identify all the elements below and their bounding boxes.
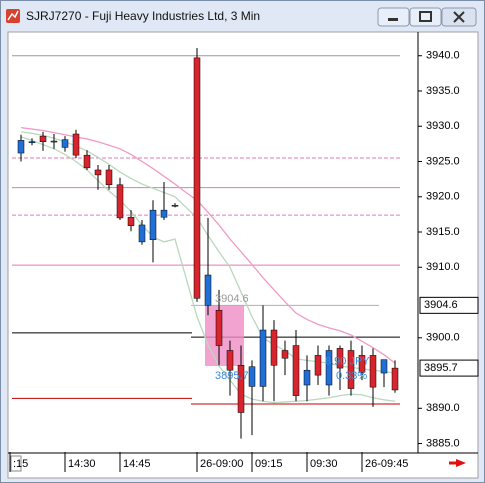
candle-body	[39, 135, 47, 143]
annotation: 0.33%	[336, 370, 367, 382]
scroll-right-arrow[interactable]	[449, 459, 466, 467]
app-icon-glyph	[7, 10, 19, 21]
y-tick-label: 3885.0	[426, 437, 460, 449]
candle-body	[281, 350, 289, 359]
candle-body	[292, 345, 300, 396]
candle-body	[369, 355, 377, 388]
candle-body	[391, 367, 399, 391]
x-tick-label: 14:30	[68, 458, 96, 470]
candle-body	[28, 141, 36, 144]
x-tick-label: :15	[13, 458, 28, 470]
candle-body	[50, 140, 58, 143]
price-marker-label: 3895.7	[424, 362, 458, 374]
candle-body	[380, 359, 388, 374]
annotation: 3895.7	[215, 370, 249, 382]
candle-body	[215, 310, 223, 346]
candle-body	[204, 274, 212, 306]
candle-body	[127, 216, 135, 226]
y-tick-label: 3910.0	[426, 261, 460, 273]
y-tick-label: 3930.0	[426, 120, 460, 132]
candle-body	[105, 169, 113, 186]
maximize-button[interactable]	[409, 7, 442, 27]
indicator-line	[20, 127, 396, 364]
y-tick-label: 3940.0	[426, 50, 460, 62]
close-button[interactable]	[441, 7, 477, 27]
candle-body	[259, 329, 267, 387]
annotation: 8.90 JPY	[325, 356, 370, 368]
candle-body	[248, 366, 256, 387]
candle-body	[303, 369, 311, 386]
candle-body	[314, 355, 322, 376]
candle-body	[193, 57, 201, 299]
x-tick-label: 14:45	[123, 458, 151, 470]
price-marker-label: 3904.6	[424, 299, 458, 311]
x-tick-label: 09:30	[310, 458, 338, 470]
candle-body	[336, 348, 344, 369]
candle-body	[226, 350, 234, 371]
scroll-box[interactable]	[10, 455, 22, 472]
price-marker-box	[419, 296, 479, 314]
y-tick-label: 3925.0	[426, 155, 460, 167]
candle-body	[116, 184, 124, 219]
candle-body	[325, 350, 333, 386]
candle-body	[358, 355, 366, 373]
y-tick-label: 3900.0	[426, 332, 460, 344]
candle-body	[347, 350, 355, 389]
candle-body	[72, 133, 80, 156]
candle-body	[149, 209, 157, 241]
x-tick-label: 26-09:45	[365, 458, 408, 470]
annotation: 3904.6	[215, 293, 249, 305]
indicator-line	[20, 136, 396, 404]
candle-body	[61, 139, 69, 148]
y-tick-label: 3920.0	[426, 191, 460, 203]
minimize-button[interactable]	[377, 7, 410, 27]
candle-body	[160, 209, 168, 218]
candle-body	[83, 154, 91, 169]
candle-body	[17, 140, 25, 154]
y-tick-label: 3935.0	[426, 85, 460, 97]
candle-body	[237, 365, 245, 413]
candle-body	[270, 329, 278, 366]
x-tick-label: 26-09:00	[200, 458, 243, 470]
candle-body	[171, 204, 179, 207]
candle-body	[94, 169, 102, 176]
price-marker-box	[419, 359, 479, 377]
y-tick-label: 3890.0	[426, 402, 460, 414]
candle-body	[138, 224, 146, 243]
y-tick-label: 3915.0	[426, 226, 460, 238]
window-title: SJRJ7270 - Fuji Heavy Industries Ltd, 3 …	[26, 9, 260, 23]
highlight-box	[205, 305, 244, 366]
x-tick-label: 09:15	[255, 458, 283, 470]
